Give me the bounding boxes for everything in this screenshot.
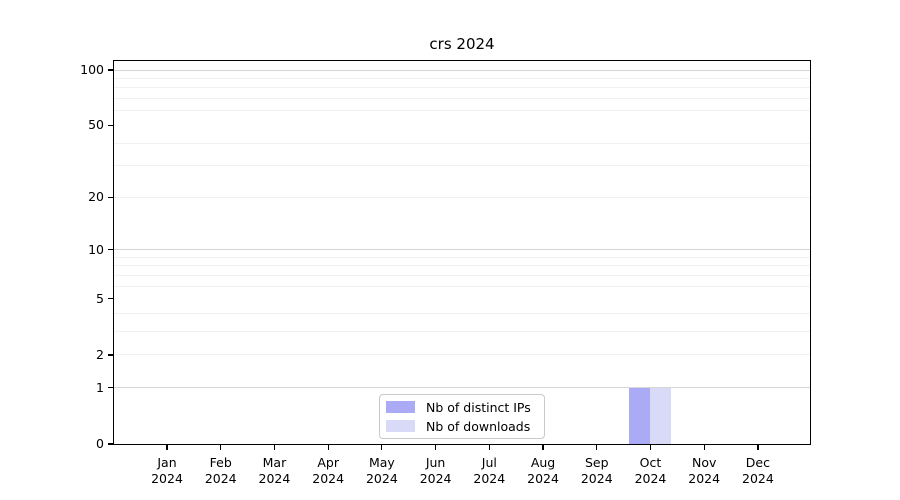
legend: Nb of distinct IPs Nb of downloads (379, 394, 545, 439)
chart-title: crs 2024 (429, 35, 495, 53)
legend-swatch (386, 420, 415, 432)
gridline-minor (114, 313, 810, 315)
gridline-minor (114, 165, 810, 167)
gridline-minor (114, 256, 810, 258)
gridline-minor (114, 77, 810, 79)
legend-row: Nb of distinct IPs (386, 400, 544, 415)
gridline-minor (114, 354, 810, 356)
x-tick-label: Jun 2024 (419, 455, 452, 486)
x-tick (703, 444, 705, 450)
y-tick (108, 124, 114, 126)
y-tick (108, 354, 114, 356)
gridline-major (114, 69, 810, 71)
y-tick-label: 50 (88, 117, 104, 133)
gridline-minor (114, 142, 810, 144)
x-tick-label: Feb 2024 (204, 455, 237, 486)
x-tick-label: Sep 2024 (580, 455, 613, 486)
y-tick (108, 196, 114, 198)
x-tick (596, 444, 598, 450)
x-tick (166, 444, 168, 450)
bar-nb-of-distinct-ips (629, 387, 651, 444)
x-tick (381, 444, 383, 450)
x-tick-label: Nov 2024 (688, 455, 721, 486)
y-tick-label: 5 (96, 290, 104, 306)
plot-area: 0 1 2 5 10 20 50 100 Jan 2024 Feb 2024 Mar 2024 Ap… (80, 60, 811, 486)
legend-label: Nb of distinct IPs (426, 399, 531, 415)
gridline-minor (114, 110, 810, 112)
x-tick-label: Jan 2024 (151, 455, 183, 486)
bar-nb-of-downloads (650, 387, 672, 444)
gridline-minor (114, 285, 810, 287)
y-tick-label: 0 (96, 436, 104, 451)
legend-swatch (386, 401, 415, 413)
x-tick (757, 444, 759, 450)
x-tick-label: Jul 2024 (473, 455, 506, 486)
x-tick (542, 444, 544, 450)
x-tick (273, 444, 276, 450)
y-tick-label: 10 (88, 241, 104, 257)
y-tick-label: 1 (96, 379, 104, 395)
x-tick-label: Oct 2024 (634, 455, 667, 486)
gridline-minor (114, 274, 810, 276)
x-tick (649, 444, 652, 450)
gridline-minor (114, 331, 810, 333)
x-tick-label: Dec 2024 (742, 455, 774, 486)
y-tick (108, 387, 114, 389)
gridline-minor (114, 87, 810, 89)
x-tick-label: May 2024 (365, 455, 398, 486)
y-tick (108, 249, 114, 251)
y-tick (108, 298, 114, 300)
y-tick (108, 443, 114, 445)
gridline-minor (114, 98, 810, 100)
x-tick-label: Aug 2024 (527, 455, 559, 486)
y-tick-label: 20 (88, 189, 104, 205)
gridline-major (114, 387, 810, 389)
y-tick-label: 2 (96, 346, 104, 362)
x-tick-label: Apr 2024 (312, 455, 345, 486)
x-tick (435, 444, 437, 450)
gridline-major (114, 249, 810, 251)
x-tick-label: Mar 2024 (258, 455, 291, 486)
gridline-minor (114, 196, 810, 198)
x-tick (488, 444, 490, 450)
gridline-minor (114, 265, 810, 267)
x-tick (327, 444, 329, 450)
y-tick-label: 100 (80, 62, 104, 77)
x-tick (220, 444, 222, 450)
y-tick (108, 69, 114, 71)
legend-row: Nb of downloads (386, 419, 544, 434)
legend-label: Nb of downloads (426, 418, 531, 434)
